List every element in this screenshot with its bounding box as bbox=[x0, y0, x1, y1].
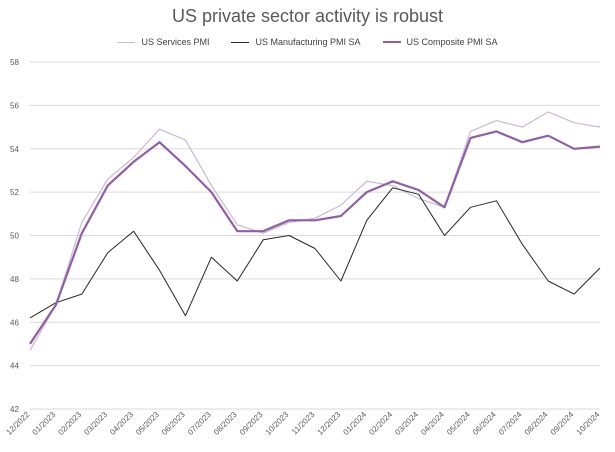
x-tick-label: 10/2023 bbox=[264, 410, 291, 437]
legend-item-services: US Services PMI bbox=[117, 37, 209, 47]
y-tick-label: 56 bbox=[10, 101, 19, 110]
x-tick-label: 06/2024 bbox=[471, 410, 498, 437]
y-tick-label: 44 bbox=[10, 362, 19, 371]
x-tick-label: 07/2024 bbox=[497, 410, 524, 437]
x-tick-label: 02/2023 bbox=[56, 410, 83, 437]
legend-swatch-composite bbox=[382, 41, 401, 43]
chart-title: US private sector activity is robust bbox=[171, 6, 444, 26]
x-tick-label: 09/2024 bbox=[549, 410, 576, 437]
legend-label-manufacturing: US Manufacturing PMI SA bbox=[255, 37, 361, 47]
legend-swatch-manufacturing bbox=[231, 41, 250, 43]
x-tick-label: 04/2023 bbox=[108, 410, 135, 437]
legend-item-manufacturing: US Manufacturing PMI SA bbox=[231, 37, 361, 47]
y-tick-label: 50 bbox=[10, 232, 19, 241]
x-tick-label: 08/2024 bbox=[523, 410, 550, 437]
x-tick-label: 06/2023 bbox=[160, 410, 187, 437]
x-tick-label: 01/2024 bbox=[341, 410, 368, 437]
x-tick-label: 10/2024 bbox=[575, 410, 602, 437]
y-tick-label: 58 bbox=[10, 58, 19, 67]
x-tick-label: 07/2023 bbox=[186, 410, 213, 437]
gridlines bbox=[30, 61, 600, 410]
y-tick-label: 52 bbox=[10, 188, 19, 197]
legend-label-services: US Services PMI bbox=[141, 37, 210, 47]
x-axis-ticks: 12/2022 01/2023 02/2023 03/2023 04/2023 05/20… bbox=[5, 410, 602, 437]
y-tick-label: 46 bbox=[10, 318, 19, 327]
series-lines bbox=[29, 111, 601, 351]
y-tick-label: 42 bbox=[10, 405, 19, 414]
series-line-us-manufacturing-pmi-sa bbox=[29, 187, 601, 319]
x-tick-label: 11/2023 bbox=[290, 410, 317, 437]
x-tick-label: 04/2024 bbox=[419, 410, 446, 437]
x-tick-label: 09/2023 bbox=[238, 410, 265, 437]
x-tick-label: 08/2023 bbox=[212, 410, 239, 437]
legend-swatch-services bbox=[117, 41, 136, 43]
x-tick-label: 03/2024 bbox=[393, 410, 420, 437]
legend-label-composite: US Composite PMI SA bbox=[406, 37, 498, 47]
series-line-us-services-pmi bbox=[29, 111, 601, 351]
x-tick-label: 03/2023 bbox=[82, 410, 109, 437]
x-tick-label: 05/2024 bbox=[445, 410, 472, 437]
y-tick-label: 54 bbox=[10, 145, 19, 154]
x-tick-label: 01/2023 bbox=[31, 410, 58, 437]
x-tick-label: 02/2024 bbox=[367, 410, 394, 437]
y-tick-label: 48 bbox=[10, 275, 19, 284]
chart-legend: US Services PMI US Manufacturing PMI SA … bbox=[0, 37, 615, 47]
y-axis-ticks: 42 44 46 48 50 52 54 56 58 bbox=[10, 58, 19, 414]
series-line-us-composite-pmi-sa bbox=[29, 130, 601, 345]
legend-item-composite: US Composite PMI SA bbox=[382, 37, 498, 47]
x-tick-label: 05/2023 bbox=[134, 410, 161, 437]
x-tick-label: 12/2023 bbox=[316, 410, 343, 437]
